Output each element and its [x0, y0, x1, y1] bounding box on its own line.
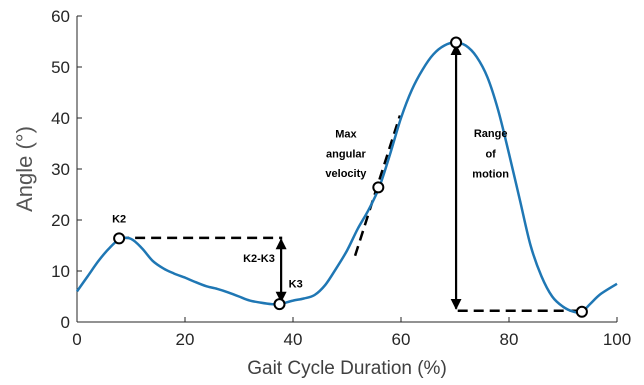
data-point-marker: [450, 36, 463, 49]
annotation-rom1: Range: [474, 128, 508, 140]
data-point-marker: [273, 298, 286, 311]
annotations: K2 K2-K3 K3 Max angular velocity Range of motion: [112, 128, 509, 290]
y-tick-label: 40: [51, 109, 70, 128]
annotation-rom2: of: [485, 148, 496, 160]
x-tick-label: 60: [392, 330, 411, 349]
x-tick-label: 20: [176, 330, 195, 349]
series-line-angle: [75, 41, 618, 314]
y-tick-label: 20: [51, 211, 70, 230]
annotation-k2: K2: [112, 214, 126, 226]
y-tick-label: 50: [51, 58, 70, 77]
annotation-max3: velocity: [325, 168, 367, 180]
y-axis-label: Angle (°): [12, 126, 37, 212]
x-tick-label: 40: [284, 330, 303, 349]
y-ticks: 0 10 20 30 40 50 60: [51, 7, 82, 332]
x-ticks: 0 20 40 60 80 100: [72, 317, 631, 349]
annotation-rom3: motion: [472, 169, 509, 181]
data-point-marker: [113, 232, 126, 245]
y-tick-label: 10: [51, 262, 70, 281]
x-tick-label: 0: [72, 330, 81, 349]
x-tick-label: 80: [500, 330, 519, 349]
annotation-max1: Max: [335, 128, 357, 140]
data-point-marker: [575, 305, 588, 318]
x-axis-label: Gait Cycle Duration (%): [247, 358, 447, 379]
y-tick-label: 60: [51, 7, 70, 26]
y-tick-label: 0: [61, 313, 70, 332]
data-point-marker: [372, 181, 385, 194]
annotation-k2k3: K2-K3: [243, 253, 275, 265]
marked-points: [113, 36, 588, 318]
annotation-k3: K3: [289, 278, 303, 290]
y-tick-label: 30: [51, 160, 70, 179]
annotation-max2: angular: [326, 148, 366, 160]
x-tick-label: 100: [603, 330, 631, 349]
